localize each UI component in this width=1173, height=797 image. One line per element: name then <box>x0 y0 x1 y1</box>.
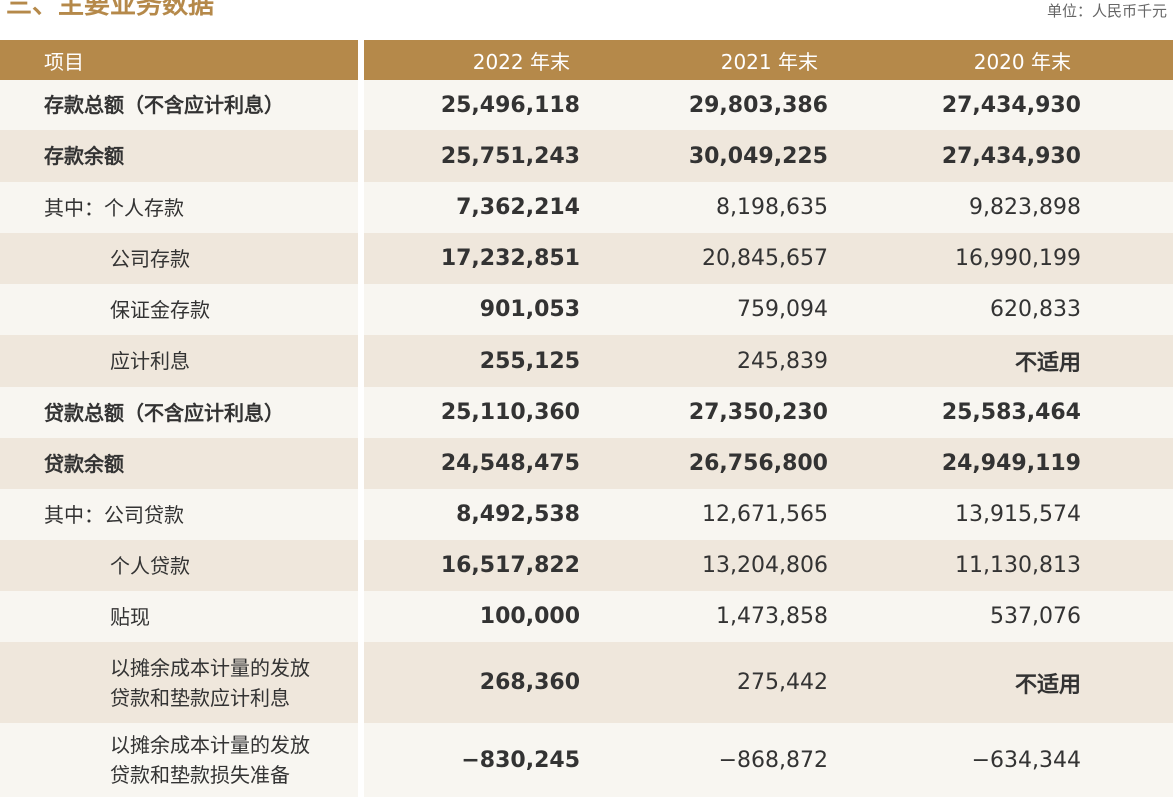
value-cell: 275,442 <box>611 642 858 723</box>
row-label: 存款余额 <box>0 130 358 182</box>
value-cell: 26,756,800 <box>611 438 858 489</box>
value-cell: 29,803,386 <box>611 80 858 130</box>
value-cell: 9,823,898 <box>858 182 1173 233</box>
value-cell: 11,130,813 <box>858 540 1173 591</box>
column-header: 2021 年末 <box>611 40 858 80</box>
value-cell: 8,492,538 <box>364 489 611 540</box>
value-cell: −830,245 <box>364 723 611 797</box>
value-cell: −868,872 <box>611 723 858 797</box>
column-header: 2020 年末 <box>858 40 1173 80</box>
value-cell: 20,845,657 <box>611 233 858 284</box>
row-label: 贴现 <box>0 591 358 642</box>
value-cell: 25,110,360 <box>364 387 611 438</box>
row-label: 其中：个人存款 <box>0 182 358 233</box>
value-cell: 255,125 <box>364 335 611 387</box>
value-cell: 27,434,930 <box>858 130 1173 182</box>
value-cell: −634,344 <box>858 723 1173 797</box>
value-cell: 268,360 <box>364 642 611 723</box>
value-cell: 25,496,118 <box>364 80 611 130</box>
column-header: 项目 <box>0 40 358 80</box>
unit-note: 单位：人民币千元 <box>1046 2 1167 20</box>
row-label: 贷款总额（不含应计利息） <box>0 387 358 438</box>
value-cell: 100,000 <box>364 591 611 642</box>
value-cell: 759,094 <box>611 284 858 335</box>
value-cell: 1,473,858 <box>611 591 858 642</box>
value-cell: 27,434,930 <box>858 80 1173 130</box>
row-label: 以摊余成本计量的发放 贷款和垫款应计利息 <box>0 642 358 723</box>
value-cell: 537,076 <box>858 591 1173 642</box>
row-label: 保证金存款 <box>0 284 358 335</box>
value-cell: 7,362,214 <box>364 182 611 233</box>
value-cell: 24,949,119 <box>858 438 1173 489</box>
value-cell: 不适用 <box>858 335 1173 387</box>
value-cell: 13,204,806 <box>611 540 858 591</box>
value-cell: 16,517,822 <box>364 540 611 591</box>
row-label: 以摊余成本计量的发放 贷款和垫款损失准备 <box>0 723 358 797</box>
value-cell: 620,833 <box>858 284 1173 335</box>
row-label: 应计利息 <box>0 335 358 387</box>
value-cell: 25,583,464 <box>858 387 1173 438</box>
value-cell: 901,053 <box>364 284 611 335</box>
value-cell: 17,232,851 <box>364 233 611 284</box>
value-cell: 24,548,475 <box>364 438 611 489</box>
value-cell: 25,751,243 <box>364 130 611 182</box>
value-cell: 8,198,635 <box>611 182 858 233</box>
column-header: 2022 年末 <box>364 40 611 80</box>
value-cell: 12,671,565 <box>611 489 858 540</box>
value-cell: 13,915,574 <box>858 489 1173 540</box>
value-cell: 27,350,230 <box>611 387 858 438</box>
row-label: 公司存款 <box>0 233 358 284</box>
row-label: 存款总额（不含应计利息） <box>0 80 358 130</box>
value-cell: 16,990,199 <box>858 233 1173 284</box>
value-cell: 不适用 <box>858 642 1173 723</box>
row-label: 贷款余额 <box>0 438 358 489</box>
value-cell: 245,839 <box>611 335 858 387</box>
value-cell: 30,049,225 <box>611 130 858 182</box>
row-label: 个人贷款 <box>0 540 358 591</box>
section-title: 三、主要业务数据 <box>6 0 215 20</box>
row-label: 其中：公司贷款 <box>0 489 358 540</box>
